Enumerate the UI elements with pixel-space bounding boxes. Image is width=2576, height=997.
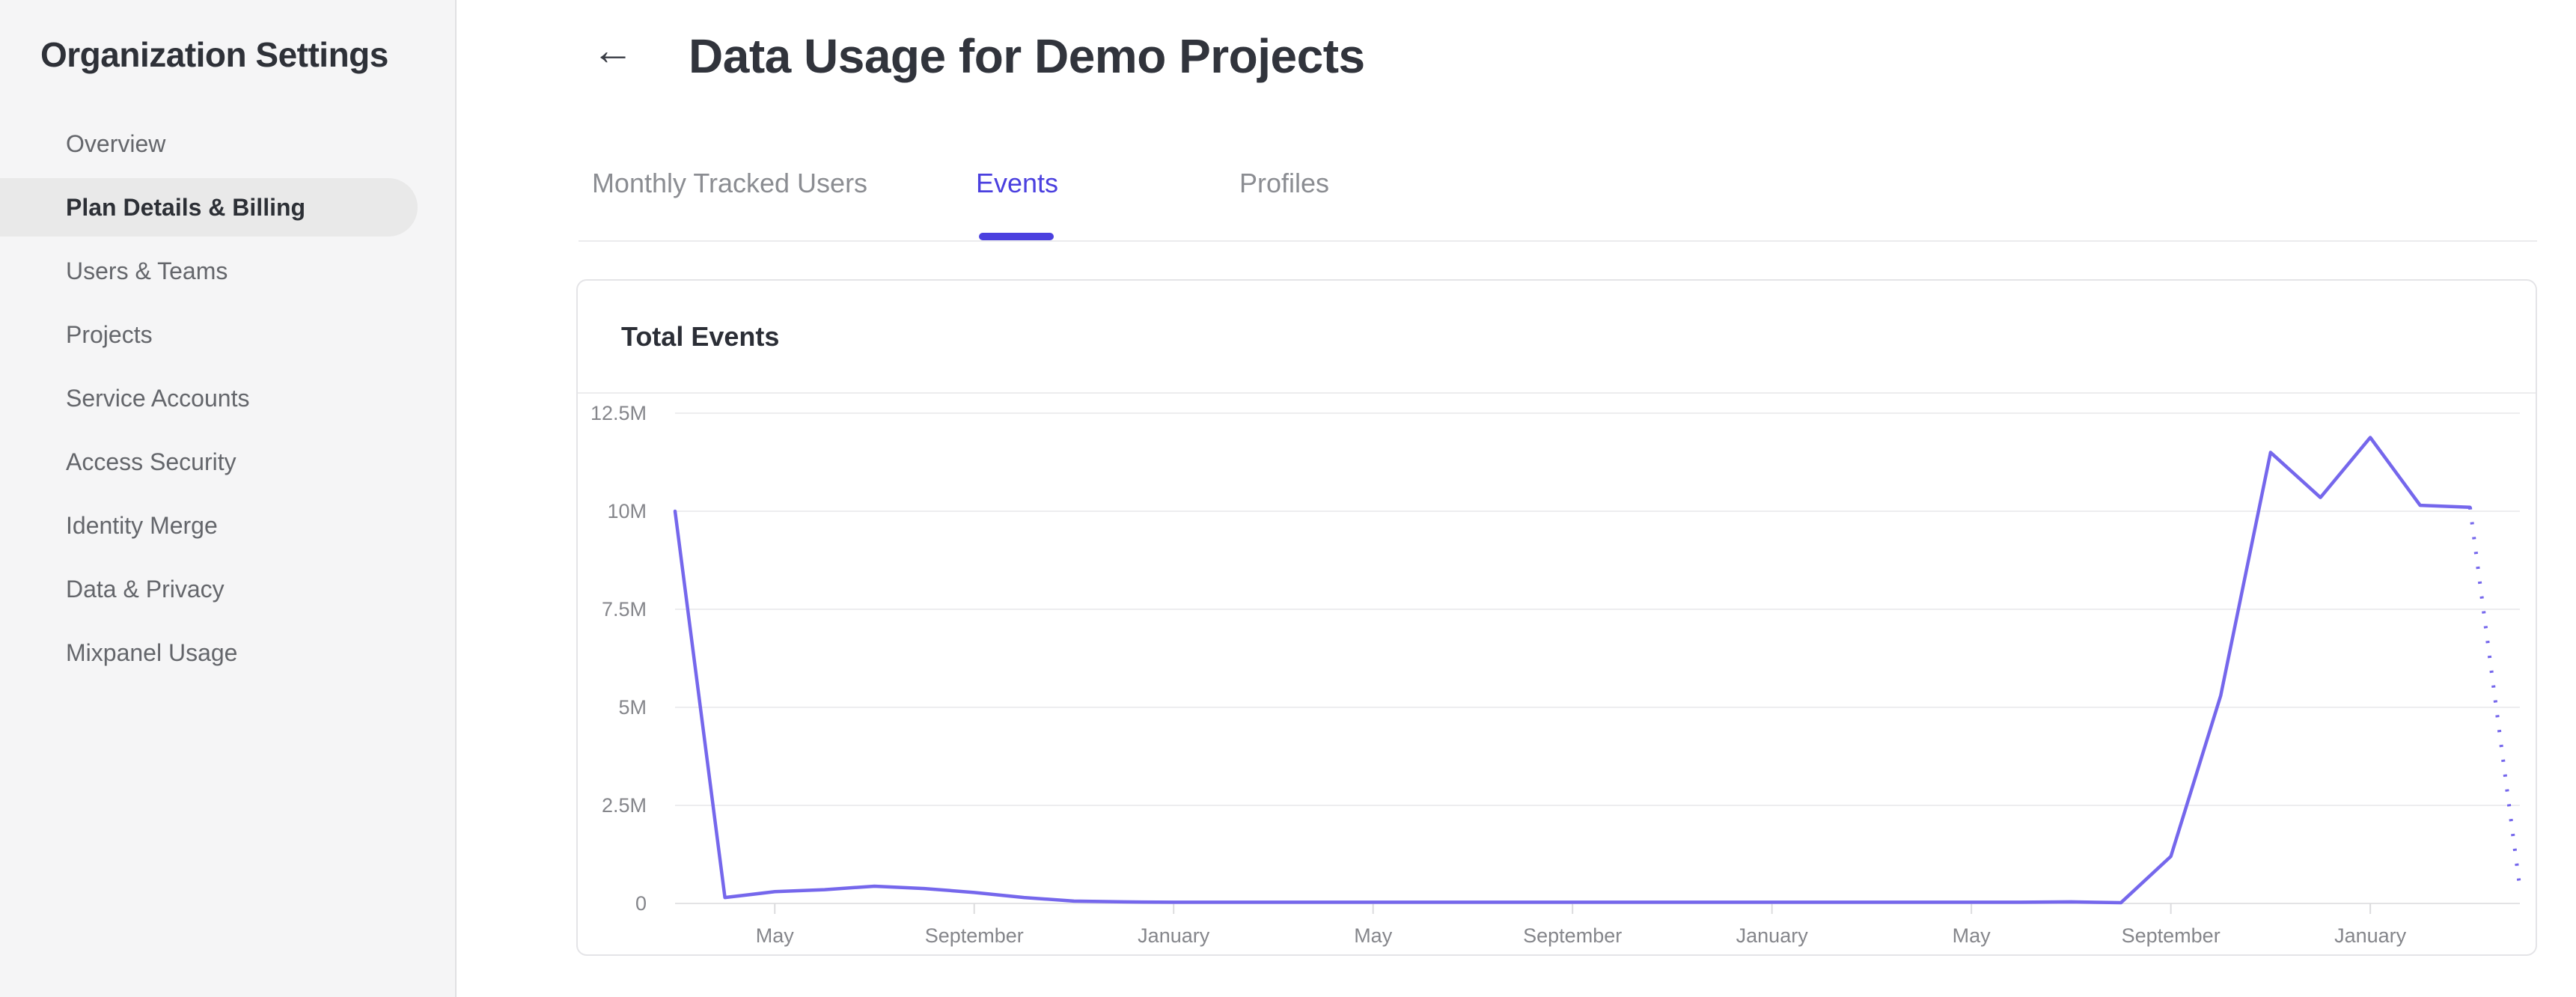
sidebar-item-identity-merge[interactable]: Identity Merge bbox=[66, 512, 218, 539]
y-axis-label: 5M bbox=[618, 696, 647, 719]
y-axis-label: 10M bbox=[607, 500, 647, 522]
tab-events[interactable]: Events bbox=[975, 168, 1059, 198]
sidebar-item-plan-details-billing[interactable]: Plan Details & Billing bbox=[0, 178, 418, 237]
x-axis-label: January bbox=[1138, 924, 1210, 947]
tabs-divider bbox=[579, 240, 2537, 242]
sidebar-title: Organization Settings bbox=[40, 35, 388, 74]
chart-plot-area: 0 2.5M 5M 7.5M 10M 12.5M May September January Ma… bbox=[578, 394, 2536, 954]
x-axis-label: May bbox=[1953, 924, 1991, 947]
sidebar-item-overview[interactable]: Overview bbox=[66, 130, 166, 157]
x-axis-label: January bbox=[2334, 924, 2407, 947]
events-line-series bbox=[673, 436, 2472, 905]
x-axis-label: September bbox=[925, 924, 1024, 947]
back-arrow-icon[interactable]: ← bbox=[592, 26, 634, 73]
x-axis-label: September bbox=[1523, 924, 1622, 947]
chart-title: Total Events bbox=[621, 320, 780, 352]
sidebar-item-service-accounts[interactable]: Service Accounts bbox=[66, 385, 250, 412]
sidebar: Organization Settings Overview Plan Detai… bbox=[0, 0, 457, 997]
x-axis-label: May bbox=[1354, 924, 1393, 947]
sidebar-item-projects[interactable]: Projects bbox=[66, 321, 153, 348]
y-axis-label: 12.5M bbox=[590, 402, 647, 424]
tab-monthly-tracked-users[interactable]: Monthly Tracked Users bbox=[591, 168, 868, 198]
active-tab-underline bbox=[979, 233, 1054, 240]
tab-profiles[interactable]: Profiles bbox=[1239, 168, 1330, 198]
total-events-card: Total Events 0 2.5M 5M 7.5M 10M 12.5M May Septe… bbox=[576, 279, 2537, 956]
sidebar-item-access-security[interactable]: Access Security bbox=[66, 448, 236, 475]
chart-plot: 0 2.5M 5M 7.5M 10M 12.5M May September January Ma… bbox=[590, 402, 2522, 947]
x-axis-label: January bbox=[1736, 924, 1809, 947]
y-axis-label: 7.5M bbox=[602, 598, 647, 621]
y-axis-label: 0 bbox=[635, 892, 647, 915]
card-header: Total Events bbox=[578, 281, 2536, 394]
sidebar-item-users-teams[interactable]: Users & Teams bbox=[66, 257, 228, 284]
sidebar-item-mixpanel-usage[interactable]: Mixpanel Usage bbox=[66, 639, 238, 666]
sidebar-item-data-privacy[interactable]: Data & Privacy bbox=[66, 576, 225, 603]
sidebar-nav: Overview Plan Details & Billing Users & Te… bbox=[0, 112, 457, 685]
events-line-projected bbox=[2467, 507, 2522, 888]
page-title: Data Usage for Demo Projects bbox=[689, 29, 1365, 83]
x-axis-label: September bbox=[2122, 924, 2221, 947]
x-axis-label: May bbox=[756, 924, 795, 947]
y-axis-label: 2.5M bbox=[602, 794, 647, 817]
